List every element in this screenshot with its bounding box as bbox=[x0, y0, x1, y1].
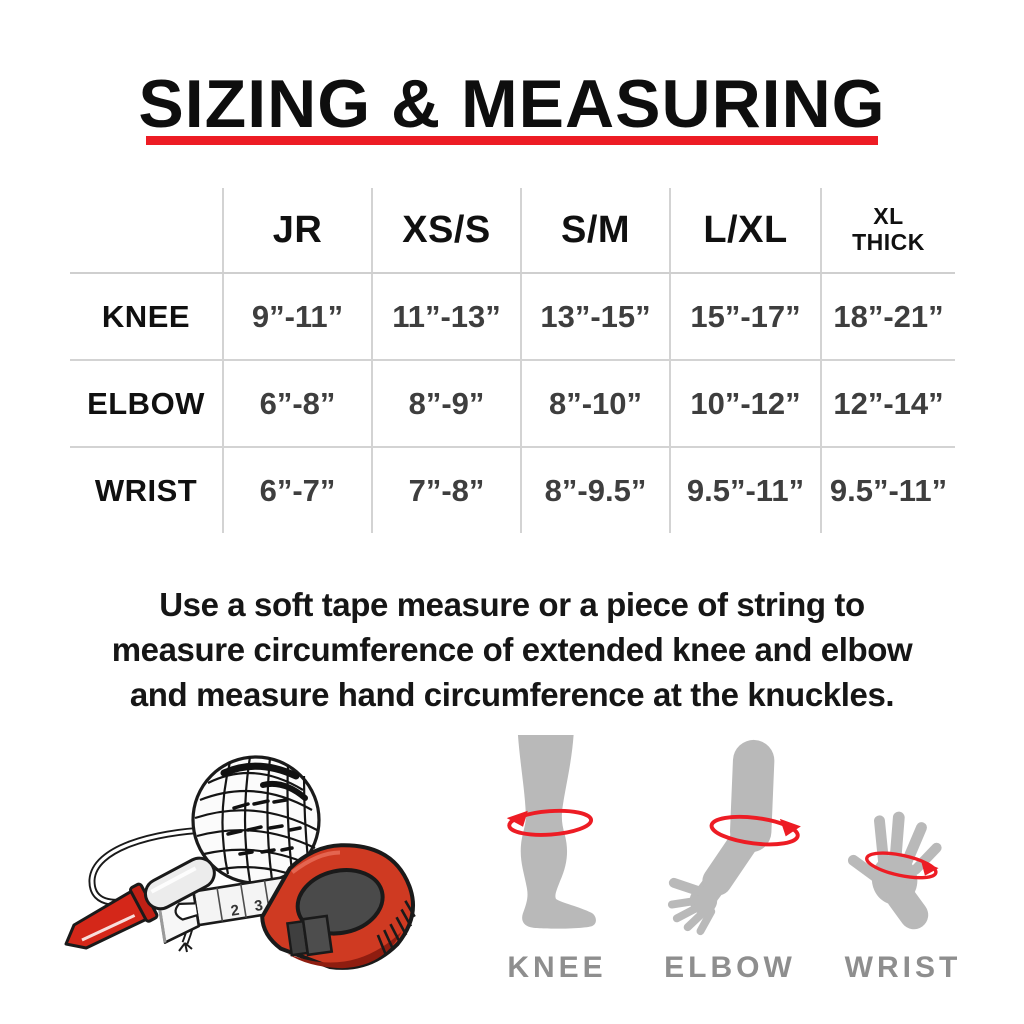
column-header-xl-thick: XL THICK bbox=[821, 188, 955, 274]
hand-wrist-measure-icon bbox=[847, 811, 942, 930]
size-cell: 8”-10” bbox=[521, 360, 671, 448]
table-row-wrist: WRIST 6”-7” 7”-8” 8”-9.5” 9.5”-11” 9.5”-… bbox=[70, 447, 955, 533]
row-label-wrist: WRIST bbox=[70, 447, 224, 533]
leg-knee-measure-icon bbox=[506, 735, 596, 929]
size-cell: 15”-17” bbox=[670, 273, 822, 361]
column-header-s-m: S/M bbox=[521, 188, 671, 274]
table-row-knee: KNEE 9”-11” 11”-13” 13”-15” 15”-17” 18”-… bbox=[70, 273, 955, 361]
figure-elbow: ELBOW bbox=[645, 735, 815, 987]
table-corner-cell bbox=[70, 188, 224, 274]
instructions-line: Use a soft tape measure or a piece of st… bbox=[159, 586, 865, 623]
string-ball-marker-tape-measure-icon: 2 3 4 bbox=[64, 755, 416, 970]
size-table: JR XS/S S/M L/XL XL THICK KNEE 9”-11” 11… bbox=[70, 188, 955, 533]
column-header-l-xl: L/XL bbox=[670, 188, 822, 274]
instructions-line: and measure hand circumference at the kn… bbox=[129, 676, 895, 713]
instructions-line: measure circumference of extended knee a… bbox=[111, 631, 913, 668]
size-cell: 9.5”-11” bbox=[829, 472, 948, 508]
size-cell: 10”-12” bbox=[670, 360, 822, 448]
row-label-elbow: ELBOW bbox=[70, 360, 224, 448]
leg-silhouette bbox=[517, 735, 596, 929]
column-header-xs-s: XS/S bbox=[372, 188, 522, 274]
size-cell: 18”-21” bbox=[821, 273, 955, 361]
figure-label-wrist: WRIST bbox=[844, 951, 962, 984]
tape-number-2: 2 bbox=[230, 902, 241, 920]
tape-number-3: 3 bbox=[253, 897, 264, 915]
size-cell: 12”-14” bbox=[821, 360, 955, 448]
elbow-measure-ellipse bbox=[709, 814, 801, 847]
marker-pen-icon bbox=[64, 856, 216, 950]
size-cell: 11”-13” bbox=[372, 273, 522, 361]
arm-elbow-measure-icon bbox=[667, 739, 801, 936]
page-title: SIZING & MEASURING bbox=[138, 66, 886, 142]
measuring-instructions: Use a soft tape measure or a piece of st… bbox=[0, 582, 1024, 717]
title-underline bbox=[146, 136, 878, 145]
size-cell: 13”-15” bbox=[521, 273, 671, 361]
figure-label-elbow: ELBOW bbox=[664, 951, 796, 984]
row-label-knee: KNEE bbox=[70, 273, 224, 361]
size-cell: 9”-11” bbox=[223, 273, 373, 361]
table-row-elbow: ELBOW 6”-8” 8”-9” 8”-10” 10”-12” 12”-14” bbox=[70, 360, 955, 448]
twine-ball-icon bbox=[191, 755, 321, 885]
size-cell: 6”-7” bbox=[223, 447, 373, 533]
size-cell: 8”-9” bbox=[372, 360, 522, 448]
size-cell: 6”-8” bbox=[223, 360, 373, 448]
arm-silhouette bbox=[667, 739, 775, 936]
size-cell: 8”-9.5” bbox=[521, 447, 671, 533]
tape-measure-body-icon bbox=[260, 843, 416, 970]
knee-measure-ellipse bbox=[506, 808, 594, 837]
size-cell: 7”-8” bbox=[372, 447, 522, 533]
figure-label-knee: KNEE bbox=[507, 951, 607, 984]
figure-knee: KNEE bbox=[492, 735, 622, 987]
column-header-jr: JR bbox=[223, 188, 373, 274]
size-cell: 9.5”-11” bbox=[670, 447, 822, 533]
table-header-row: JR XS/S S/M L/XL XL THICK bbox=[70, 188, 955, 274]
figure-wrist: WRIST bbox=[828, 735, 978, 987]
wrist-measure-ellipse bbox=[865, 851, 939, 880]
